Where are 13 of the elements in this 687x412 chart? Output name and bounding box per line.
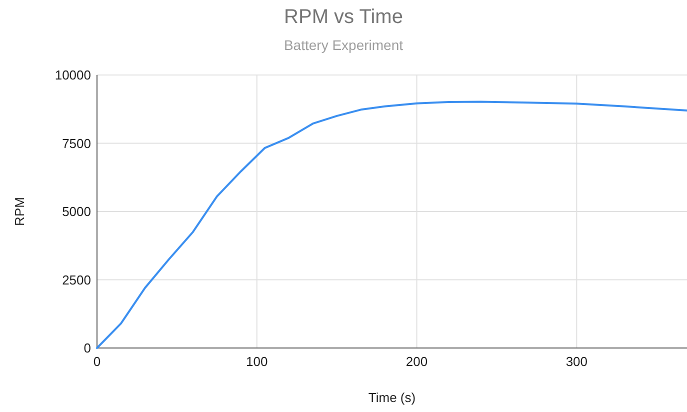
x-tick-label: 300 [566, 354, 588, 369]
y-tick-label: 5000 [62, 204, 91, 220]
y-tick-label: 10000 [54, 68, 91, 83]
x-tick-label: 200 [406, 354, 428, 369]
chart-subtitle: Battery Experiment [284, 37, 404, 53]
chart-title: RPM vs Time [284, 6, 403, 28]
y-axis-title: RPM [12, 197, 27, 226]
y-tick-label: 0 [84, 340, 91, 356]
x-tick-label: 100 [246, 354, 268, 369]
x-tick-label: 0 [93, 354, 101, 369]
x-axis-title: Time (s) [368, 390, 416, 405]
y-tick-label: 2500 [62, 272, 91, 288]
y-tick-label: 7500 [62, 136, 91, 151]
